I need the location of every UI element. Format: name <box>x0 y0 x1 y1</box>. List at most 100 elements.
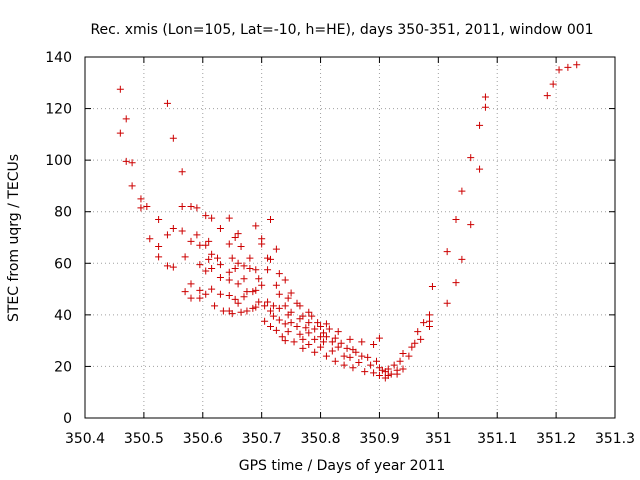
data-point <box>231 295 239 303</box>
data-point <box>187 203 195 211</box>
x-tick-label: 350.8 <box>301 431 341 447</box>
data-point <box>225 214 233 222</box>
data-point <box>231 234 239 241</box>
data-point <box>252 266 260 274</box>
data-point <box>275 316 283 324</box>
data-point <box>452 215 460 223</box>
data-point <box>267 322 274 330</box>
data-point <box>181 288 189 296</box>
data-point <box>137 195 145 203</box>
data-point <box>122 157 130 165</box>
data-point <box>549 80 557 88</box>
data-point <box>231 264 239 272</box>
data-point <box>284 294 292 302</box>
data-point <box>364 353 372 361</box>
data-point <box>155 243 163 251</box>
data-point <box>272 281 280 289</box>
data-point <box>384 371 392 379</box>
data-point <box>225 292 233 300</box>
data-point <box>267 215 274 223</box>
data-point <box>272 326 280 334</box>
data-point <box>340 352 348 360</box>
data-point <box>481 103 489 111</box>
x-tick-label: 351.2 <box>536 431 576 447</box>
data-point <box>225 276 233 284</box>
data-point <box>240 275 248 283</box>
data-point <box>208 214 216 222</box>
data-point <box>269 312 277 320</box>
data-point <box>287 319 295 327</box>
data-point <box>269 302 277 310</box>
data-point <box>258 281 266 289</box>
data-point <box>399 350 407 358</box>
data-point <box>317 322 325 330</box>
data-point <box>387 370 395 378</box>
data-point <box>331 334 339 342</box>
data-point <box>322 333 330 341</box>
data-point <box>458 187 466 195</box>
data-point <box>208 285 216 293</box>
data-point <box>428 282 436 290</box>
data-point <box>275 304 283 312</box>
data-point <box>128 182 136 190</box>
data-point <box>311 325 319 333</box>
data-point <box>278 333 286 341</box>
data-point <box>187 294 195 302</box>
data-point <box>272 245 280 253</box>
data-point <box>284 328 292 336</box>
data-point <box>467 154 475 162</box>
data-point <box>202 212 210 220</box>
data-point <box>367 361 375 369</box>
x-tick-label: 351 <box>425 431 452 447</box>
data-point <box>343 344 351 352</box>
data-point <box>219 307 227 315</box>
data-point <box>155 215 163 223</box>
data-point <box>255 298 263 306</box>
data-point <box>393 370 401 378</box>
x-tick-label: 351.1 <box>477 431 517 447</box>
y-tick-label: 140 <box>45 50 72 66</box>
data-point <box>264 298 272 306</box>
data-point <box>290 338 298 346</box>
data-point <box>243 307 251 315</box>
data-point <box>408 343 416 351</box>
data-point <box>281 302 289 310</box>
x-tick-label: 350.7 <box>242 431 282 447</box>
data-point <box>193 204 201 212</box>
data-point <box>187 237 195 245</box>
data-point <box>214 254 221 262</box>
data-point <box>237 308 245 316</box>
data-point <box>317 333 325 341</box>
axis-ticks: 350.4 350.5 350.6 350.7 350.8 350.9 351 351.1 35… <box>45 50 635 447</box>
data-point <box>458 255 466 263</box>
data-point <box>337 339 345 347</box>
data-point <box>234 280 242 288</box>
data-point <box>196 294 204 302</box>
data-point <box>331 357 339 365</box>
data-point <box>258 240 266 248</box>
data-point <box>311 348 319 356</box>
data-point <box>352 348 360 356</box>
data-point <box>302 324 310 332</box>
data-point <box>228 254 236 262</box>
data-point <box>275 290 283 298</box>
data-point <box>405 352 413 360</box>
y-tick-label: 80 <box>54 205 72 221</box>
data-point <box>370 369 378 377</box>
data-point <box>261 302 269 310</box>
data-point <box>308 312 316 320</box>
data-point <box>205 237 213 245</box>
data-point <box>349 364 357 372</box>
data-point <box>202 241 210 249</box>
data-point <box>320 329 327 337</box>
data-point <box>384 365 392 373</box>
data-point <box>396 357 404 365</box>
data-point <box>137 204 145 212</box>
data-point <box>178 168 186 176</box>
data-point <box>155 253 163 261</box>
data-point <box>334 343 342 351</box>
data-point <box>373 357 380 365</box>
data-point <box>196 286 204 294</box>
x-tick-label: 351.3 <box>595 431 635 447</box>
y-tick-label: 60 <box>54 256 72 272</box>
